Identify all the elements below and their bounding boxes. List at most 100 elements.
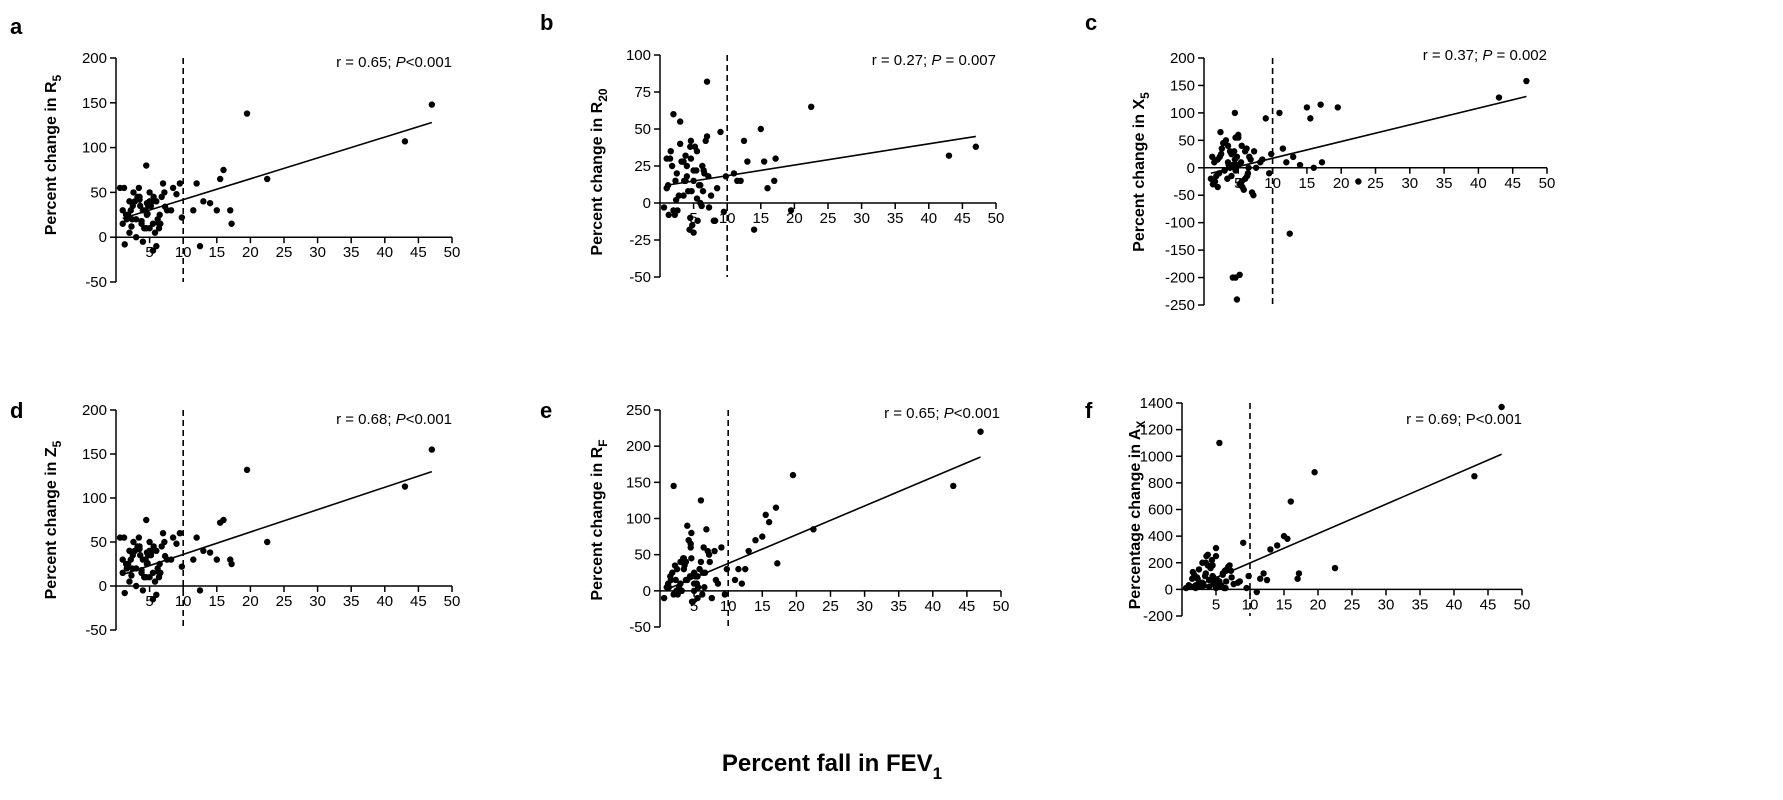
y-tick-label-b: -50 xyxy=(629,269,651,286)
data-point-c xyxy=(1283,159,1290,166)
y-axis-title-a-text: Percent change in R xyxy=(43,81,60,235)
data-point-e xyxy=(694,594,701,602)
data-point-a xyxy=(401,138,409,145)
stat-a-post: <0.001 xyxy=(406,54,452,71)
data-point-c xyxy=(1276,109,1283,117)
data-point-c xyxy=(1244,172,1251,180)
x-tick-label-b: 5 xyxy=(689,210,697,227)
data-point-d xyxy=(158,543,165,550)
data-point-c xyxy=(1224,175,1231,182)
y-tick-label-c: 150 xyxy=(1170,77,1195,94)
panel-letter-c: c xyxy=(1085,10,1097,35)
data-point-b xyxy=(757,125,764,133)
data-point-a xyxy=(146,198,153,205)
data-point-e xyxy=(752,537,759,544)
data-point-f xyxy=(1274,542,1281,549)
data-point-e xyxy=(669,569,676,576)
data-point-f xyxy=(1216,439,1223,447)
x-tick-label-f: 45 xyxy=(1480,596,1497,613)
data-point-d xyxy=(135,534,143,541)
data-point-b xyxy=(703,78,711,85)
data-point-a xyxy=(136,202,144,210)
data-point-d xyxy=(178,563,186,570)
data-point-c xyxy=(1214,183,1221,191)
data-point-a xyxy=(116,184,124,192)
y-axis-title-c: Percent change in X5 xyxy=(1131,92,1152,252)
data-point-d xyxy=(200,547,207,554)
data-point-d xyxy=(220,516,227,524)
data-point-f xyxy=(1222,584,1229,592)
data-point-c xyxy=(1238,142,1245,150)
data-point-e xyxy=(667,576,675,584)
stat-a-pre: r = 0.65; xyxy=(336,54,396,71)
data-point-e xyxy=(765,518,773,526)
data-point-b xyxy=(674,207,681,214)
data-point-b xyxy=(687,143,694,150)
stat-e-post: <0.001 xyxy=(954,405,1000,422)
data-point-a xyxy=(128,223,135,230)
x-tick-label-c: 50 xyxy=(1539,175,1556,192)
x-tick-label-d: 50 xyxy=(444,593,461,610)
data-point-a xyxy=(149,247,157,254)
data-point-b xyxy=(787,207,795,214)
data-point-c xyxy=(1246,153,1253,160)
data-point-c xyxy=(1523,77,1530,85)
data-point-c xyxy=(1250,192,1257,199)
y-tick-label-b: -25 xyxy=(629,232,651,249)
data-point-e xyxy=(663,584,671,591)
y-tick-label-c: 200 xyxy=(1170,50,1195,67)
y-axis-title-c-sub: 5 xyxy=(1138,92,1152,99)
data-point-f xyxy=(1253,588,1261,596)
data-point-b xyxy=(670,111,677,118)
data-point-d xyxy=(401,483,409,490)
data-point-a xyxy=(136,196,143,203)
data-point-c xyxy=(1217,128,1224,136)
data-point-b xyxy=(690,229,697,236)
y-tick-label-f: 600 xyxy=(1148,502,1173,519)
x-tick-label-e: 5 xyxy=(690,598,698,615)
data-point-e xyxy=(688,598,696,605)
data-point-b xyxy=(945,152,953,159)
data-point-f xyxy=(1206,583,1213,590)
data-point-a xyxy=(126,198,133,205)
data-point-b xyxy=(722,173,730,180)
data-point-b xyxy=(699,162,706,170)
data-point-d xyxy=(121,589,128,597)
y-tick-label-f: 1200 xyxy=(1140,422,1173,439)
data-point-b xyxy=(697,182,704,189)
data-point-a xyxy=(130,189,137,196)
regression-line-a xyxy=(122,121,433,220)
data-point-c xyxy=(1262,115,1269,122)
data-point-f xyxy=(1202,570,1210,577)
x-tick-label-d: 5 xyxy=(145,593,153,610)
y-axis-title-f-text: Percentage change in A xyxy=(1127,428,1144,609)
stat-b-pre: r = 0.27; xyxy=(872,52,932,69)
data-point-f xyxy=(1194,575,1201,582)
y-tick-label-c: -150 xyxy=(1165,242,1195,259)
data-point-b xyxy=(682,177,689,184)
data-point-c xyxy=(1303,104,1311,111)
data-point-e xyxy=(677,558,684,566)
data-point-e xyxy=(718,544,725,551)
data-point-e xyxy=(723,565,731,573)
data-point-f xyxy=(1209,562,1216,569)
data-point-d xyxy=(116,534,124,541)
data-point-a xyxy=(428,101,436,108)
x-tick-label-c: 15 xyxy=(1299,175,1316,192)
stat-d-pre: r = 0.68; xyxy=(336,411,396,428)
data-point-d xyxy=(206,549,214,556)
data-point-a xyxy=(161,203,169,210)
x-tick-label-b: 35 xyxy=(887,210,904,227)
data-point-b xyxy=(730,170,738,177)
data-point-b xyxy=(750,226,758,233)
y-tick-label-c: -50 xyxy=(1173,187,1195,204)
data-point-e xyxy=(697,558,705,566)
data-point-c xyxy=(1289,153,1297,160)
data-point-e xyxy=(950,482,957,490)
data-point-a xyxy=(264,175,271,183)
data-point-b xyxy=(808,103,815,111)
data-point-c xyxy=(1220,139,1227,147)
data-point-a xyxy=(121,241,128,248)
panel-e: e Percent change in RF r = 0.65; P<0.001… xyxy=(540,398,1009,636)
y-tick-label-a: -50 xyxy=(85,274,107,291)
